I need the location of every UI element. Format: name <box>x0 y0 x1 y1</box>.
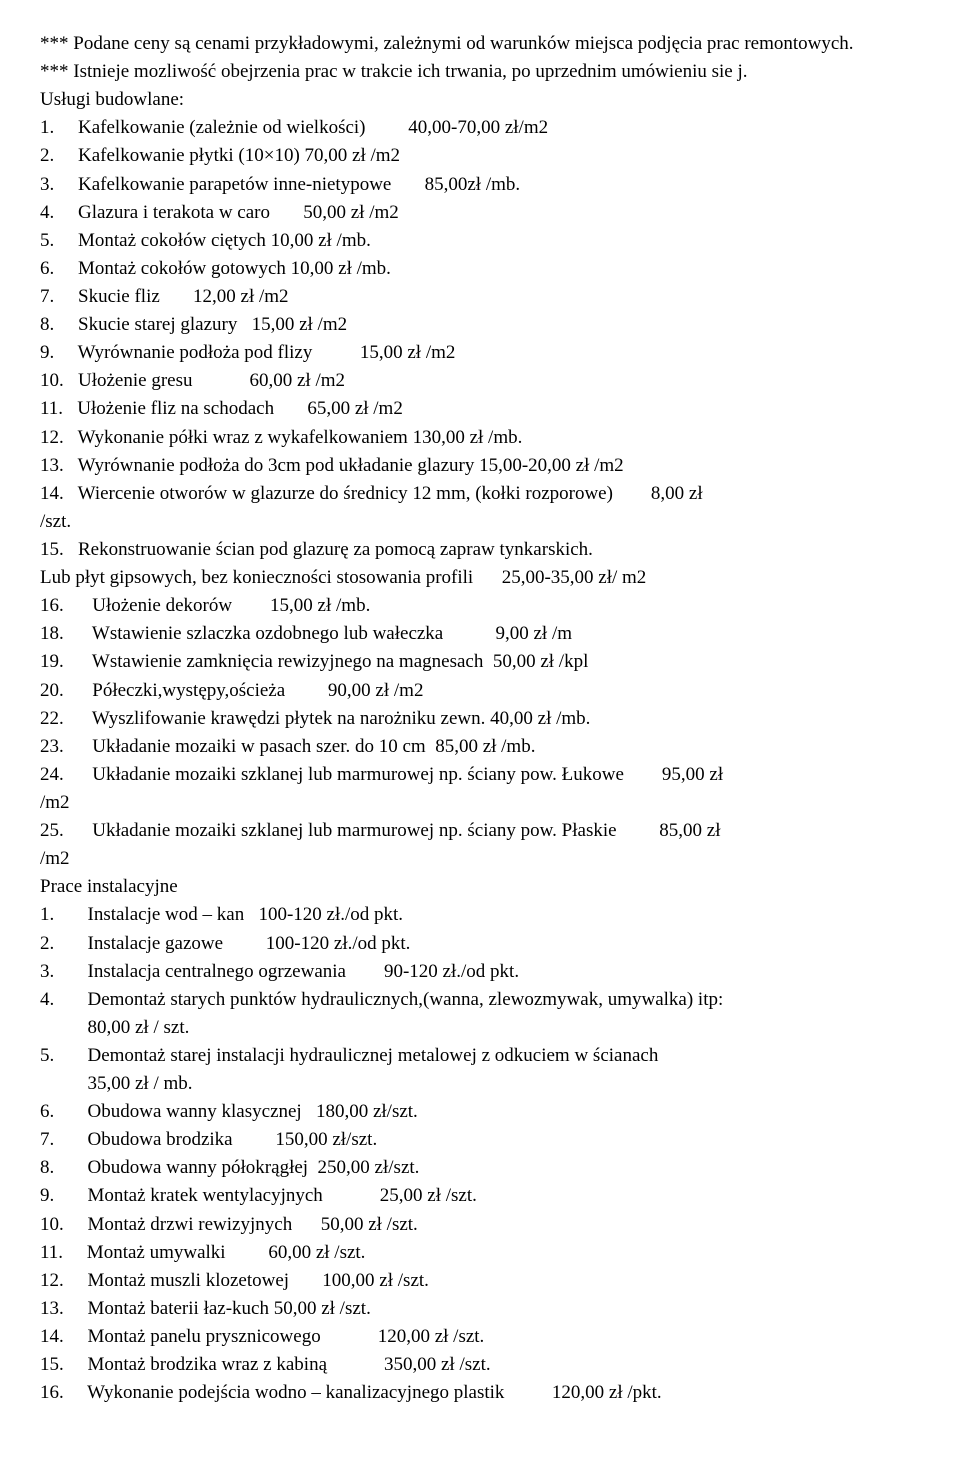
text-line: 6. Montaż cokołów gotowych 10,00 zł /mb. <box>40 255 920 283</box>
text-line: 16. Ułożenie dekorów 15,00 zł /mb. <box>40 592 920 620</box>
text-line: 16. Wykonanie podejścia wodno – kanaliza… <box>40 1379 920 1407</box>
text-line: 9. Wyrównanie podłoża pod flizy 15,00 zł… <box>40 339 920 367</box>
text-line: 2. Kafelkowanie płytki (10×10) 70,00 zł … <box>40 142 920 170</box>
text-line: 20. Półeczki,występy,ościeża 90,00 zł /m… <box>40 677 920 705</box>
text-line: 12. Montaż muszli klozetowej 100,00 zł /… <box>40 1267 920 1295</box>
text-line: /m2 <box>40 789 920 817</box>
text-line: 3. Kafelkowanie parapetów inne-nietypowe… <box>40 171 920 199</box>
text-line: 14. Montaż panelu prysznicowego 120,00 z… <box>40 1323 920 1351</box>
text-line: 9. Montaż kratek wentylacyjnych 25,00 zł… <box>40 1182 920 1210</box>
text-line: 19. Wstawienie zamknięcia rewizyjnego na… <box>40 648 920 676</box>
text-line: 4. Glazura i terakota w caro 50,00 zł /m… <box>40 199 920 227</box>
text-line: 15. Rekonstruowanie ścian pod glazurę za… <box>40 536 920 564</box>
text-line: 13. Wyrównanie podłoża do 3cm pod układa… <box>40 452 920 480</box>
text-line: 12. Wykonanie półki wraz z wykafelkowani… <box>40 424 920 452</box>
text-line: 6. Obudowa wanny klasycznej 180,00 zł/sz… <box>40 1098 920 1126</box>
text-line: 7. Obudowa brodzika 150,00 zł/szt. <box>40 1126 920 1154</box>
text-line: 2. Instalacje gazowe 100-120 zł./od pkt. <box>40 930 920 958</box>
text-line: /m2 <box>40 845 920 873</box>
text-line: 22. Wyszlifowanie krawędzi płytek na nar… <box>40 705 920 733</box>
text-line: 13. Montaż baterii łaz-kuch 50,00 zł /sz… <box>40 1295 920 1323</box>
text-line: 5. Montaż cokołów ciętych 10,00 zł /mb. <box>40 227 920 255</box>
text-line: 25. Układanie mozaiki szklanej lub marmu… <box>40 817 920 845</box>
text-line: 15. Montaż brodzika wraz z kabiną 350,00… <box>40 1351 920 1379</box>
text-line: 11. Ułożenie fliz na schodach 65,00 zł /… <box>40 395 920 423</box>
text-line: *** Podane ceny są cenami przykładowymi,… <box>40 30 920 58</box>
text-line: 35,00 zł / mb. <box>40 1070 920 1098</box>
text-line: Lub płyt gipsowych, bez konieczności sto… <box>40 564 920 592</box>
text-line: 1. Kafelkowanie (zależnie od wielkości) … <box>40 114 920 142</box>
text-line: Usługi budowlane: <box>40 86 920 114</box>
text-line: 80,00 zł / szt. <box>40 1014 920 1042</box>
text-line: Prace instalacyjne <box>40 873 920 901</box>
text-line: 5. Demontaż starej instalacji hydraulicz… <box>40 1042 920 1070</box>
text-line: 24. Układanie mozaiki szklanej lub marmu… <box>40 761 920 789</box>
text-line: 14. Wiercenie otworów w glazurze do śred… <box>40 480 920 508</box>
text-line: 3. Instalacja centralnego ogrzewania 90-… <box>40 958 920 986</box>
text-line: 10. Montaż drzwi rewizyjnych 50,00 zł /s… <box>40 1211 920 1239</box>
text-line: *** Istnieje mozliwość obejrzenia prac w… <box>40 58 920 86</box>
text-line: /szt. <box>40 508 920 536</box>
text-line: 23. Układanie mozaiki w pasach szer. do … <box>40 733 920 761</box>
text-line: 4. Demontaż starych punktów hydrauliczny… <box>40 986 920 1014</box>
text-line: 1. Instalacje wod – kan 100-120 zł./od p… <box>40 901 920 929</box>
document-body: *** Podane ceny są cenami przykładowymi,… <box>40 30 920 1407</box>
text-line: 18. Wstawienie szlaczka ozdobnego lub wa… <box>40 620 920 648</box>
text-line: 8. Skucie starej glazury 15,00 zł /m2 <box>40 311 920 339</box>
text-line: 10. Ułożenie gresu 60,00 zł /m2 <box>40 367 920 395</box>
text-line: 8. Obudowa wanny półokrągłej 250,00 zł/s… <box>40 1154 920 1182</box>
text-line: 7. Skucie fliz 12,00 zł /m2 <box>40 283 920 311</box>
text-line: 11. Montaż umywalki 60,00 zł /szt. <box>40 1239 920 1267</box>
